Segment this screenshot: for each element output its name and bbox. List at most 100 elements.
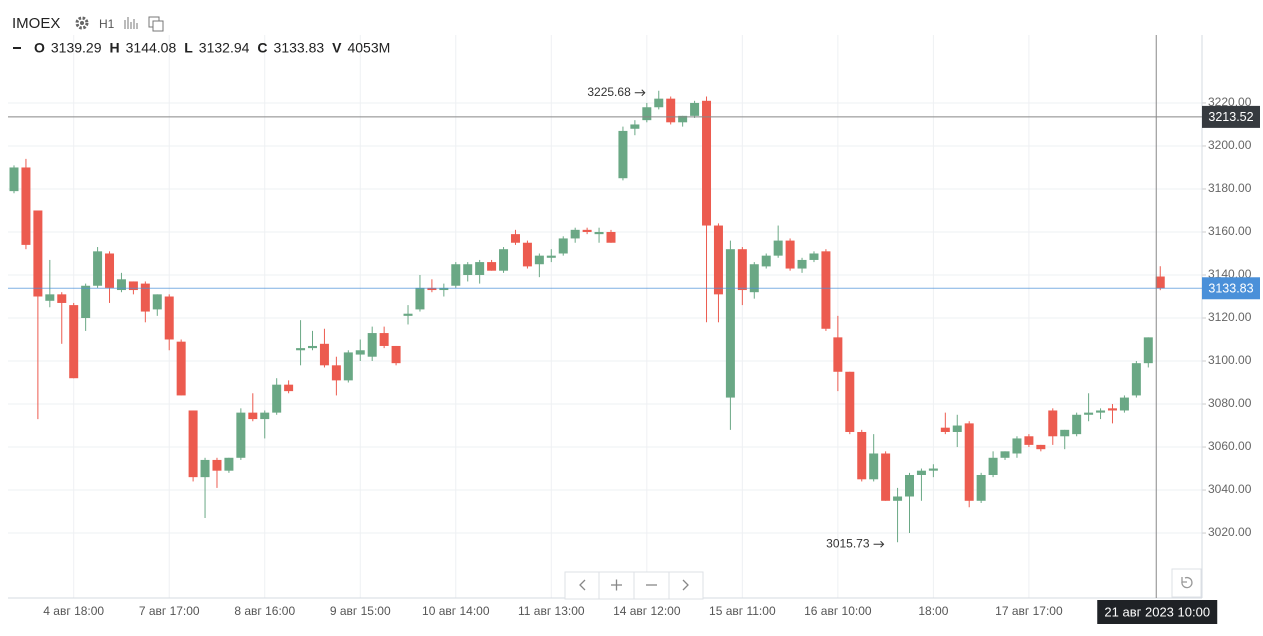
candle-body (1155, 276, 1165, 289)
chart-type-icon[interactable] (124, 17, 138, 29)
candle-body (319, 343, 329, 366)
candle-body (176, 341, 186, 396)
legend-key: C (257, 40, 267, 56)
y-tick-label: 3100.00 (1208, 353, 1252, 367)
crosshair-time-label: 21 авг 2023 10:00 (1104, 604, 1210, 619)
candle-body (821, 251, 831, 329)
grid: 3020.00 3040.00 3060.00 3080.00 3100.00 3120.… (8, 35, 1252, 618)
candle-body (33, 210, 43, 297)
y-tick-label: 3080.00 (1208, 396, 1252, 410)
candle-body (152, 294, 162, 310)
scroll-right[interactable] (668, 571, 704, 600)
x-tick-label: 11 авг 13:00 (518, 604, 585, 618)
candle-body (642, 107, 652, 121)
candle-body (164, 296, 174, 340)
candle-body (737, 249, 747, 291)
candle-body (940, 427, 950, 432)
candle-body (594, 231, 604, 235)
candle-body (1072, 414, 1082, 435)
candle-body (654, 98, 664, 108)
candle-body (893, 496, 903, 501)
candle-body (666, 98, 676, 123)
candle-body (487, 262, 497, 271)
legend-key: H (110, 40, 120, 56)
x-tick-label: 16 авг 10:00 (804, 604, 872, 618)
candle-body (308, 345, 317, 349)
x-tick-label: 4 авг 18:00 (43, 604, 104, 618)
candles (9, 90, 1165, 543)
legend-value: 4053M (347, 40, 390, 56)
y-tick-label: 3160.00 (1208, 224, 1252, 238)
candle-body (725, 249, 735, 398)
crosshair-price-label: 3213.52 (1208, 110, 1253, 124)
settings-icon[interactable] (75, 16, 89, 30)
candle-body (272, 384, 282, 413)
x-tick-label: 7 авг 17:00 (139, 604, 200, 618)
candle-body (630, 124, 640, 129)
candle-body (9, 167, 19, 192)
candle-body (1060, 429, 1070, 437)
crosshair-time-box (1097, 600, 1218, 624)
candle-body (236, 412, 246, 458)
extreme-arrowhead (880, 540, 885, 548)
candle-body (475, 262, 485, 275)
candle-body (403, 313, 413, 316)
last-price-label: 3133.83 (1208, 282, 1253, 296)
candle-body (451, 264, 461, 286)
candle-body (1048, 410, 1058, 437)
extreme-label: 3015.73 (826, 536, 870, 550)
candle-body (809, 253, 819, 260)
legend-key: L (184, 40, 193, 56)
candle-body (21, 167, 31, 245)
legend-value: 3132.94 (199, 40, 250, 56)
candle-body (869, 453, 879, 480)
candle-body (391, 345, 401, 364)
y-tick-label: 3200.00 (1208, 138, 1252, 152)
candle-body (570, 229, 580, 239)
nav-buttons (564, 571, 704, 600)
candle-body (427, 287, 437, 291)
candle-body (1084, 412, 1094, 415)
candle-body (1107, 408, 1117, 411)
candle-body (988, 457, 998, 475)
reset-button[interactable] (1171, 568, 1202, 598)
candle-body (439, 287, 449, 291)
candle-body (1143, 337, 1153, 364)
candle-body (296, 348, 306, 351)
candle-body (785, 240, 795, 269)
extreme-label: 3225.68 (587, 85, 631, 99)
candle-body (463, 264, 473, 275)
symbol: IMOEX (12, 15, 60, 32)
candle-body (367, 333, 377, 357)
candle-body (928, 468, 938, 471)
candle-body (558, 238, 568, 254)
candle-body (678, 115, 688, 123)
candle-body (212, 459, 222, 471)
candle-body (260, 412, 270, 420)
scroll-left[interactable] (564, 571, 600, 600)
y-tick-label: 3020.00 (1208, 525, 1252, 539)
last-price-box (1202, 277, 1260, 300)
candle-body (761, 255, 771, 267)
interval[interactable]: H1 (99, 17, 115, 31)
compare-icon[interactable] (148, 16, 164, 32)
x-tick-label: 8 авг 16:00 (234, 604, 295, 618)
candle-body (105, 253, 115, 288)
y-tick-label: 3040.00 (1208, 482, 1252, 496)
candle-body (200, 459, 210, 478)
candle-body (881, 453, 891, 501)
candle-body (355, 350, 365, 355)
candle-body (1000, 451, 1010, 458)
candle-body (284, 384, 294, 392)
candle-body (964, 423, 974, 501)
crosshair-price-box (1202, 105, 1260, 128)
candle-body (833, 337, 843, 372)
legend-key: O (34, 40, 45, 56)
candle-body (81, 285, 91, 319)
extreme-arrowhead (641, 89, 646, 97)
candle-body (845, 371, 855, 432)
candle-body (702, 100, 712, 226)
candle-body (1024, 436, 1034, 445)
x-tick-label: 9 авг 15:00 (330, 604, 391, 618)
